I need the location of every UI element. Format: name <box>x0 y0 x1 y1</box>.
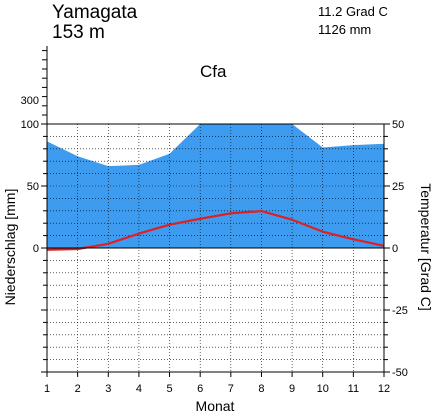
x-tick-label: 8 <box>258 383 264 395</box>
left-axis-label: Niederschlag [mm] <box>2 189 18 306</box>
annual-precipitation: 1126 mm <box>318 22 371 37</box>
temperature-line <box>46 209 385 251</box>
x-tick-label: 11 <box>348 383 359 395</box>
x-tick-label: 12 <box>378 383 390 395</box>
x-tick-label: 9 <box>289 383 295 395</box>
climate-class: Cfa <box>200 62 227 81</box>
x-tick-label: 4 <box>136 383 142 395</box>
x-tick-label: 3 <box>105 383 111 395</box>
left-tick-label: 0 <box>33 243 39 255</box>
right-tick-label: 25 <box>392 181 404 193</box>
right-tick-label: 0 <box>392 243 398 255</box>
right-tick-label: 50 <box>392 119 404 131</box>
left-tick-label: 100 <box>21 119 39 131</box>
x-tick-label: 1 <box>44 383 50 395</box>
station-elevation: 153 m <box>52 22 105 43</box>
x-tick-label: 7 <box>228 383 234 395</box>
x-tick-label: 5 <box>166 383 172 395</box>
x-tick-label: 2 <box>75 383 81 395</box>
left-tick-label: 300 <box>21 95 39 107</box>
mean-temperature: 11.2 Grad C <box>318 4 388 19</box>
right-axis-label: Temperatur [Grad C] <box>418 183 434 311</box>
x-tick-label: 10 <box>317 383 329 395</box>
station-name: Yamagata <box>52 2 138 23</box>
right-tick-label: -25 <box>392 305 408 317</box>
temperature-line-layer <box>46 209 385 251</box>
left-tick-label: 50 <box>27 181 39 193</box>
right-tick-label: -50 <box>392 367 408 379</box>
x-axis-label: Monat <box>196 398 235 414</box>
x-tick-label: 6 <box>197 383 203 395</box>
